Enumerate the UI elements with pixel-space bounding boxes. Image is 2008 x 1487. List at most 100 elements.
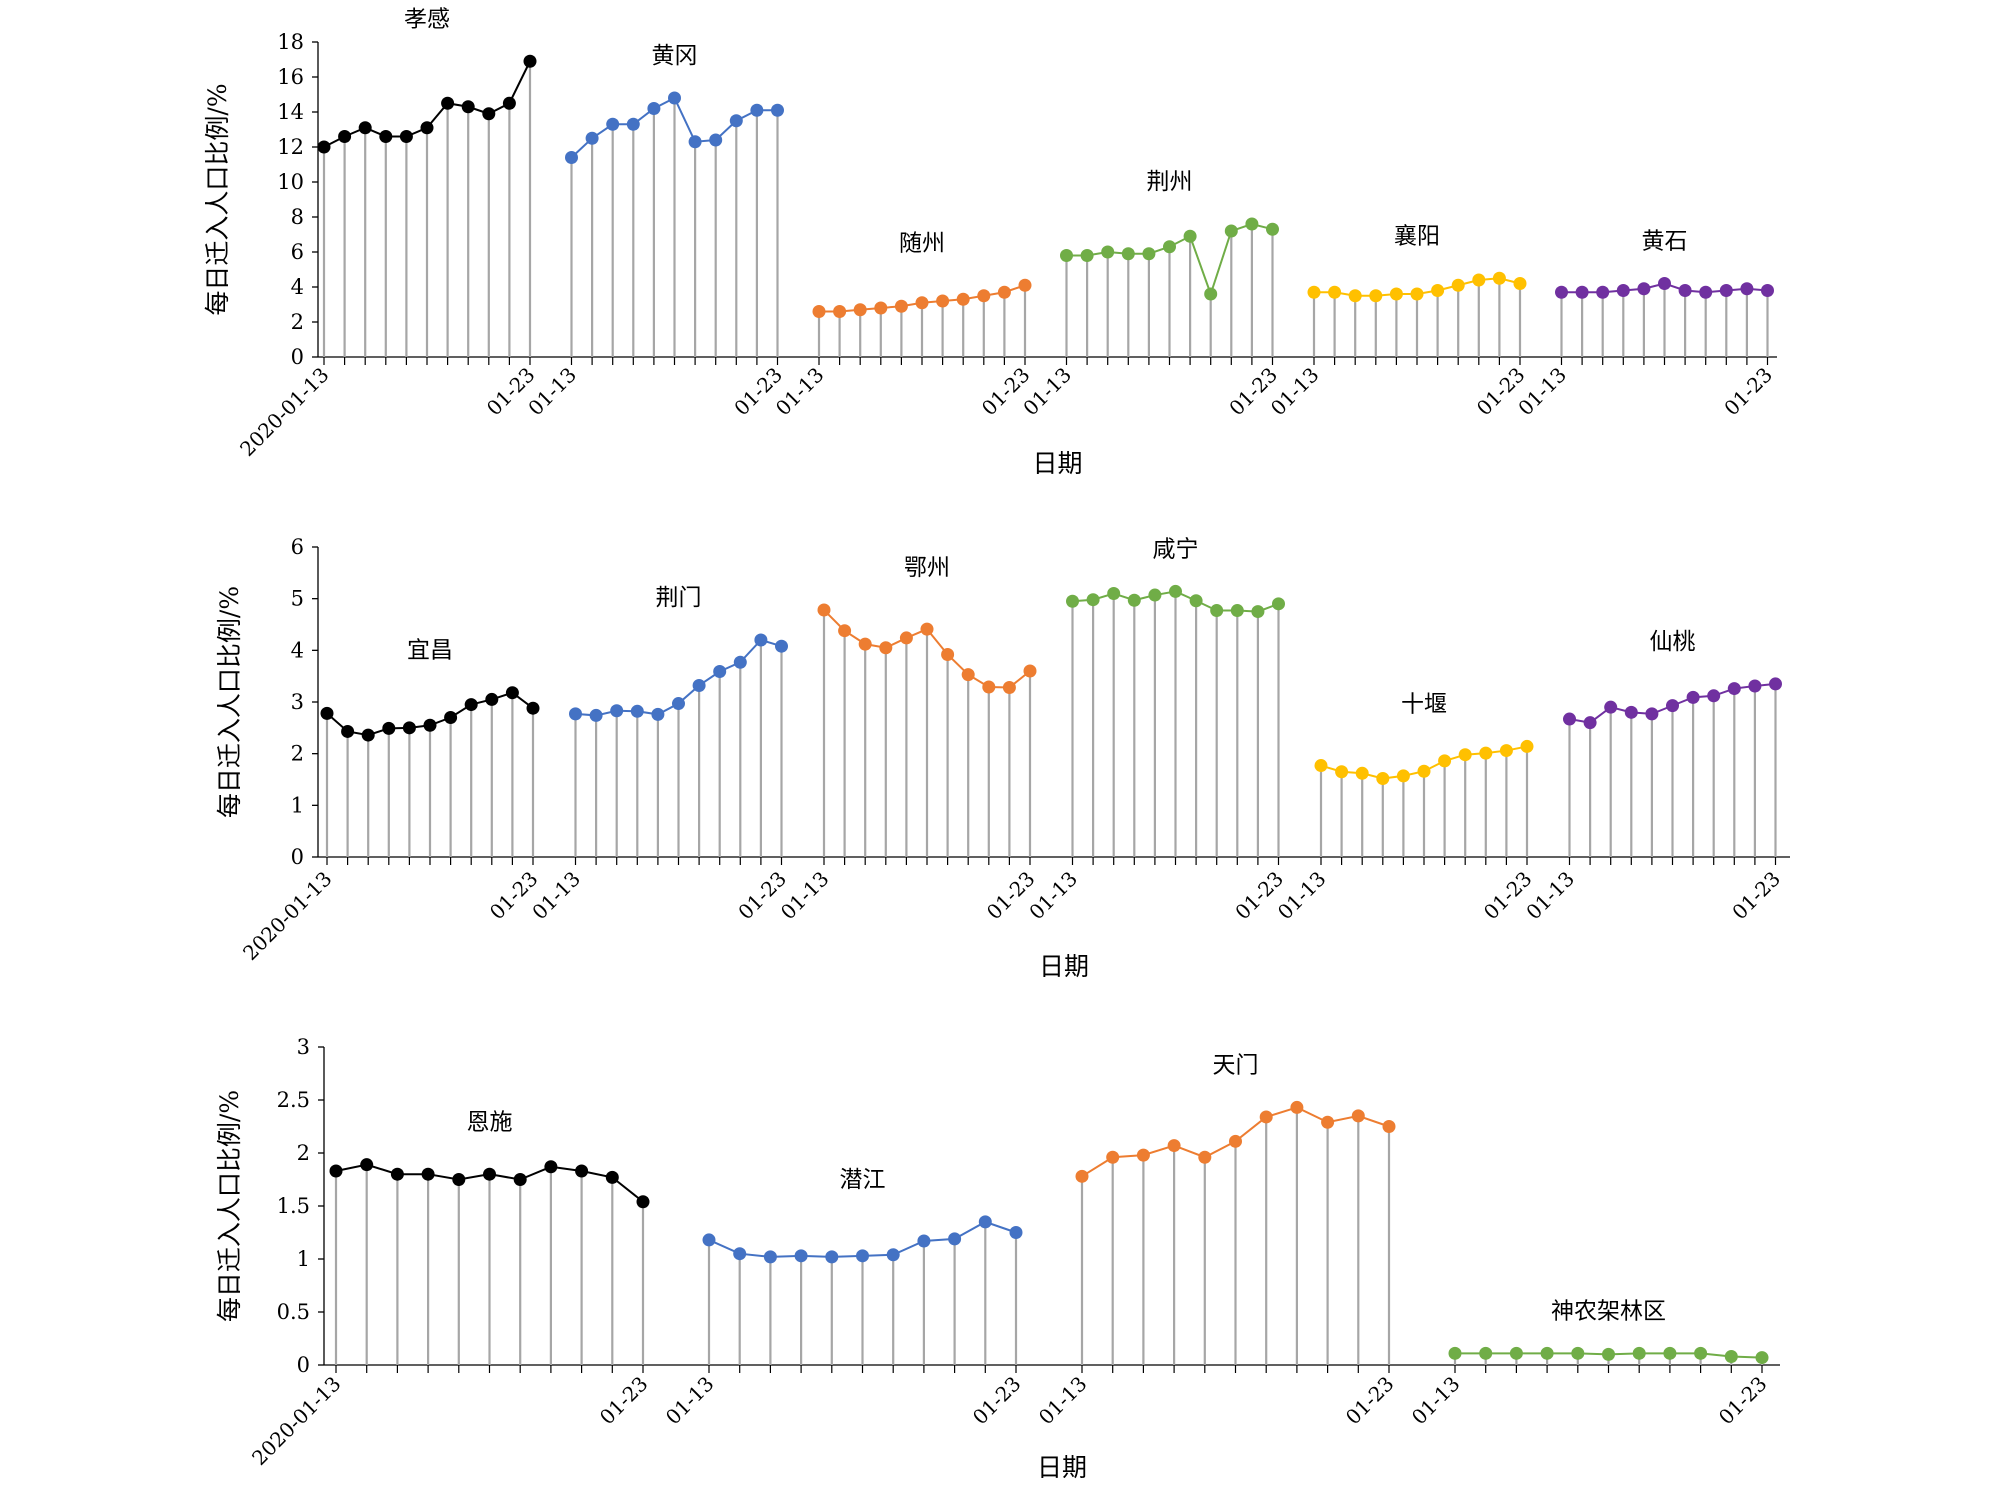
chart-panel-1: 0 2 4 6 8 10 12 14 16 18 每日迁入人口比例/% 日期 孝感 2020-01-13 0… [203,6,1777,478]
data-point [915,296,929,310]
data-point [421,1167,435,1181]
y-tick-label: 1 [291,793,304,817]
data-point [1251,605,1265,619]
data-point [1002,681,1016,695]
data-point [390,1167,404,1181]
data-point [812,305,826,318]
data-point [817,603,831,617]
series-宜昌: 宜昌 2020-01-13 01-23 [238,638,543,965]
data-point [1555,285,1568,299]
series-label: 襄阳 [1394,223,1440,249]
y-tick-label: 5 [291,587,304,611]
data-point [441,96,455,110]
data-point [526,701,540,715]
series-仙桃: 仙桃 01-13 01-23 [1521,629,1785,924]
data-point [485,692,499,706]
data-point [610,704,624,718]
data-point [961,668,975,682]
data-point [606,117,620,131]
data-point [1479,746,1493,760]
series-神农架林区: 神农架林区 01-13 01-23 [1407,1298,1772,1429]
series-鄂州: 鄂州 01-13 01-23 [776,555,1040,924]
data-point [794,1249,808,1263]
data-point [1769,677,1782,691]
data-point [917,1234,931,1248]
data-point [464,698,478,712]
data-point [1167,1139,1181,1153]
data-point [1066,594,1079,608]
data-point [1604,700,1618,714]
series-label: 随州 [899,230,945,256]
x-tick-label: 2020-01-13 [238,867,337,966]
x-tick-label: 01-23 [1719,363,1777,421]
y-tick-label: 1 [297,1247,310,1271]
data-point [329,1164,343,1178]
data-point [1540,1346,1554,1360]
data-point [750,103,764,117]
series-潜江: 潜江 01-13 01-23 [661,1167,1026,1429]
data-point [651,707,665,721]
data-point [1290,1100,1304,1114]
y-tick-label: 6 [291,535,304,559]
series-label: 十堰 [1401,691,1447,717]
series-label: 荆州 [1147,169,1193,195]
data-point [505,686,519,700]
series-label: 神农架林区 [1551,1298,1666,1324]
data-point [692,678,706,692]
data-point [1417,764,1431,778]
data-point [605,1170,619,1184]
data-point [1224,224,1238,238]
data-point [1080,249,1094,262]
data-point [1321,1115,1335,1129]
series-label: 鄂州 [904,555,950,581]
data-point [1571,1346,1585,1360]
data-point [626,117,640,131]
data-point [585,131,599,145]
y-tick-label: 6 [291,240,304,264]
x-tick-label: 01-23 [982,867,1040,925]
data-point [1382,1120,1396,1133]
x-tick-label: 01-13 [1034,1372,1092,1430]
data-point [874,301,888,315]
data-point [713,665,727,679]
series-label: 仙桃 [1650,629,1696,655]
data-point [1645,707,1659,721]
data-point [1136,1148,1150,1162]
data-point [763,1250,777,1264]
data-point [956,292,970,306]
data-point [1009,1226,1023,1239]
data-point [544,1160,558,1174]
x-tick-label: 01-13 [776,867,834,925]
data-point [483,1167,496,1181]
data-point [894,299,908,313]
y-axis-title: 每日迁入人口比例/% [215,586,244,818]
data-point [1023,664,1037,678]
y-axis-title: 每日迁入人口比例/% [203,83,232,315]
data-point [482,107,496,121]
data-point [1602,1347,1615,1361]
data-point [1410,287,1424,301]
data-point [399,130,413,143]
data-point [1018,278,1032,292]
data-point [733,655,747,669]
x-tick-label: 01-23 [733,867,791,925]
data-point [1583,716,1597,730]
data-point [886,1248,900,1262]
data-point [1230,604,1244,618]
data-point [1761,284,1774,297]
data-point [1451,278,1465,292]
data-point [1106,1150,1120,1164]
data-point [1624,705,1638,719]
data-point [1348,289,1362,303]
data-point [733,1247,747,1261]
y-tick-label: 8 [291,205,304,229]
data-point [982,680,996,694]
data-point [1719,284,1733,297]
data-point [1699,285,1713,299]
data-point [668,91,681,105]
data-point [1479,1346,1493,1360]
series-label: 潜江 [840,1167,886,1193]
series-label: 天门 [1213,1052,1259,1078]
